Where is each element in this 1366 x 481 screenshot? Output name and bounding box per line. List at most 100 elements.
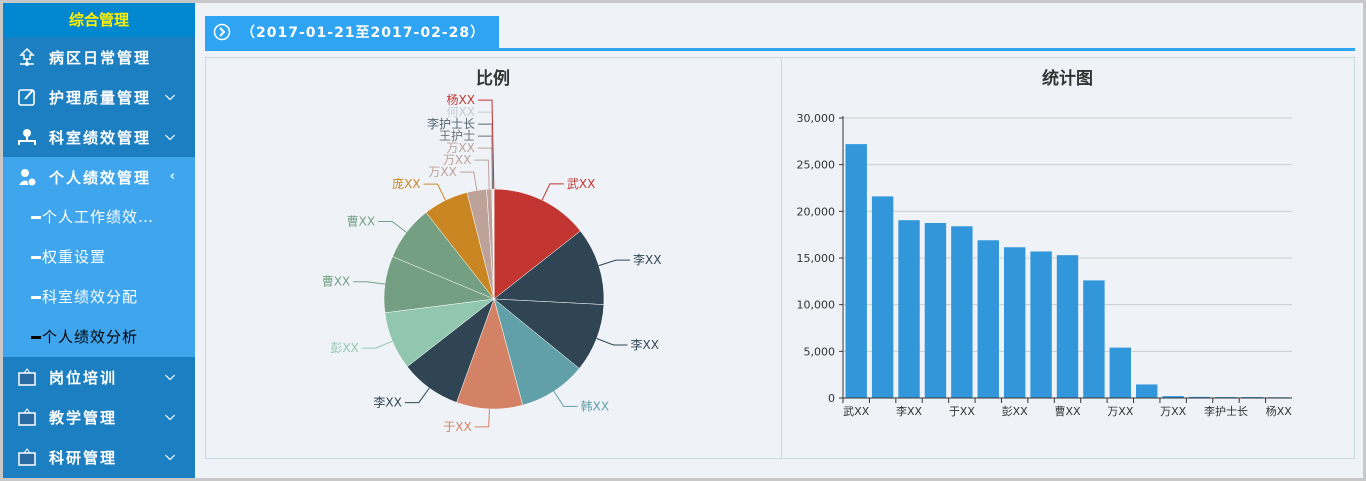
bar bbox=[977, 240, 999, 398]
sidebar-item-research[interactable]: 科研管理 ⌵ bbox=[3, 437, 195, 477]
dash-icon bbox=[31, 216, 41, 219]
submenu: 个人工作绩效… 权重设置 科室绩效分配 个人绩效分析 bbox=[3, 197, 195, 357]
submenu-label: 个人工作绩效… bbox=[42, 208, 155, 226]
pie-label: 韩XX bbox=[581, 398, 609, 413]
pie-label: 何XX bbox=[447, 105, 475, 119]
x-tick-label: 万XX bbox=[1160, 405, 1187, 418]
submenu-label: 个人绩效分析 bbox=[42, 328, 139, 346]
sidebar-item-label: 岗位培训 bbox=[49, 368, 118, 387]
submenu-item-weight-settings[interactable]: 权重设置 bbox=[3, 237, 195, 277]
chevron-down-icon: ⌵ bbox=[165, 409, 177, 424]
chevron-left-icon: ‹ bbox=[169, 169, 177, 184]
bar bbox=[1109, 347, 1132, 398]
bar bbox=[1188, 396, 1211, 398]
pie-label: 万XX bbox=[446, 141, 474, 155]
y-tick-label: 20,000 bbox=[797, 205, 836, 218]
sidebar-item-label: 教学管理 bbox=[49, 408, 118, 427]
pie-leader-line bbox=[404, 387, 430, 404]
chevron-down-icon: ⌵ bbox=[165, 89, 177, 104]
sidebar-item-training[interactable]: 岗位培训 ⌵ bbox=[3, 357, 195, 397]
bar bbox=[1083, 280, 1105, 398]
sidebar-item-nursing-quality[interactable]: 护理质量管理 ⌵ bbox=[3, 77, 195, 117]
sidebar-item-personal-performance[interactable]: 个人绩效管理 ‹ bbox=[3, 157, 195, 197]
pie-leader-line bbox=[598, 259, 630, 267]
pie-label: 庞XX bbox=[392, 176, 420, 191]
y-tick-label: 25,000 bbox=[797, 159, 836, 172]
x-tick-label: 李护士长 bbox=[1204, 404, 1248, 418]
sidebar-item-label: 病区日常管理 bbox=[49, 48, 152, 67]
submenu-item-dept-allocation[interactable]: 科室绩效分配 bbox=[3, 277, 195, 317]
bar bbox=[951, 226, 973, 398]
pie-label: 李XX bbox=[630, 337, 658, 352]
sidebar-item-ward-daily[interactable]: 病区日常管理 bbox=[3, 37, 195, 77]
pie-leader-line bbox=[478, 123, 494, 190]
network-home-icon bbox=[17, 47, 37, 67]
bar bbox=[898, 220, 920, 398]
chevron-down-icon: ⌵ bbox=[165, 449, 177, 464]
pie-label: 李XX bbox=[633, 252, 661, 267]
chevron-down-icon: ⌵ bbox=[165, 369, 177, 384]
submenu-item-personal-work[interactable]: 个人工作绩效… bbox=[3, 197, 195, 237]
dash-icon bbox=[31, 256, 41, 259]
x-tick-label: 万XX bbox=[1107, 405, 1134, 418]
sidebar-item-label: 个人绩效管理 bbox=[49, 168, 152, 187]
x-tick-label: 曹XX bbox=[1054, 405, 1081, 418]
tab-underline bbox=[205, 48, 1355, 51]
x-tick-label: 彭XX bbox=[1002, 404, 1029, 418]
date-range-label: （2017-01-21至2017-02-28） bbox=[241, 25, 486, 41]
y-tick-label: 10,000 bbox=[797, 299, 836, 312]
x-tick-label: 武XX bbox=[843, 405, 870, 418]
sidebar-header: 综合管理 bbox=[3, 3, 195, 37]
user-money-icon bbox=[17, 167, 37, 187]
sidebar: 综合管理 病区日常管理 护理质量管理 ⌵ 科室绩效管理 ⌵ 个人绩效管理 ‹ 个人工作… bbox=[3, 3, 195, 478]
bar bbox=[1030, 251, 1052, 398]
pie-label: 王护士 bbox=[439, 129, 475, 143]
pie-chart: 武XX李XX李XX韩XX于XX李XX彭XX曹XX曹XX庞XX万XX万XX万XX王… bbox=[322, 92, 662, 434]
pie-label: 曹XX bbox=[347, 214, 375, 228]
bar bbox=[1162, 396, 1184, 398]
org-user-icon bbox=[17, 127, 37, 147]
submenu-item-personal-analysis[interactable]: 个人绩效分析 bbox=[3, 317, 195, 357]
pie-leader-line bbox=[478, 135, 494, 190]
bar-chart: 0 5,000 10,000 15,000 20,000 25,000 30,000 武XX 李… bbox=[797, 112, 1293, 418]
x-tick-label: 李XX bbox=[896, 404, 923, 418]
pie-chart-title: 比例 bbox=[476, 69, 510, 89]
pie-leader-line bbox=[478, 99, 495, 190]
arrow-circle-right-icon bbox=[213, 23, 231, 41]
pie-leader-line bbox=[459, 171, 478, 191]
submenu-label: 权重设置 bbox=[42, 248, 107, 266]
pie-leader-line bbox=[423, 183, 446, 201]
y-tick-label: 15,000 bbox=[797, 252, 836, 265]
board-icon bbox=[17, 447, 37, 467]
dash-icon bbox=[31, 336, 41, 339]
bar bbox=[1136, 384, 1158, 398]
sidebar-item-dept-performance[interactable]: 科室绩效管理 ⌵ bbox=[3, 117, 195, 157]
pie-label: 李XX bbox=[373, 395, 401, 410]
dash-icon bbox=[31, 296, 41, 299]
bar bbox=[1056, 255, 1079, 398]
pie-label: 曹XX bbox=[322, 275, 350, 289]
y-tick-label: 30,000 bbox=[797, 112, 836, 125]
date-range-tab[interactable]: （2017-01-21至2017-02-28） bbox=[205, 16, 499, 48]
edit-icon bbox=[17, 87, 37, 107]
sidebar-item-label: 科研管理 bbox=[49, 448, 118, 467]
pie-leader-line bbox=[353, 281, 386, 285]
x-tick-label: 杨XX bbox=[1266, 404, 1293, 418]
sidebar-item-label: 科室绩效管理 bbox=[49, 128, 152, 147]
divider bbox=[781, 58, 782, 458]
board-icon bbox=[17, 367, 37, 387]
y-tick-label: 5,000 bbox=[804, 345, 836, 358]
sidebar-item-teaching[interactable]: 教学管理 ⌵ bbox=[3, 397, 195, 437]
pie-label: 李护士长 bbox=[427, 116, 475, 131]
x-tick-label: 于XX bbox=[949, 405, 976, 418]
sidebar-item-label: 护理质量管理 bbox=[49, 88, 152, 107]
pie-label: 武XX bbox=[567, 177, 595, 191]
pie-label: 万XX bbox=[428, 165, 456, 179]
y-tick-label: 0 bbox=[828, 392, 835, 405]
charts-panel: 比例 统计图 武XX 李XX 李XX 韩XX 于XX 李XX 彭XX 曹XX 曹XX 庞XX 万XX… bbox=[205, 57, 1355, 459]
pie-leader-line bbox=[596, 338, 628, 346]
pie-leader-line bbox=[361, 340, 393, 349]
pie-label: 杨XX bbox=[447, 92, 475, 107]
bar bbox=[871, 196, 894, 398]
chevron-down-icon: ⌵ bbox=[165, 129, 177, 144]
